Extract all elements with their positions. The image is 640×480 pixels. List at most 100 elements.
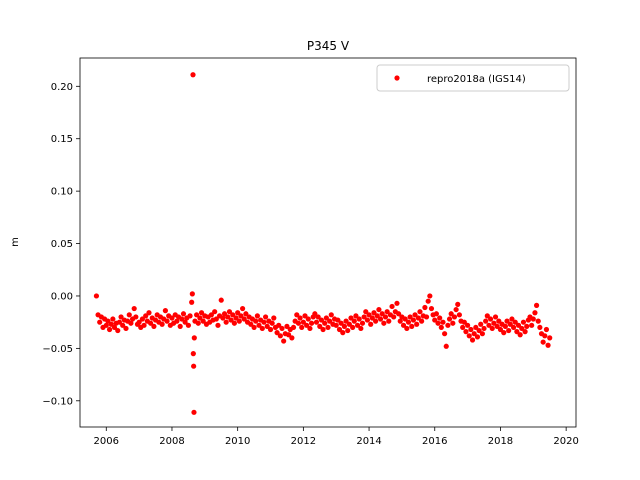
data-point xyxy=(361,314,367,320)
data-point xyxy=(340,330,346,336)
data-point xyxy=(139,316,146,322)
data-point xyxy=(348,315,354,321)
data-point xyxy=(274,330,280,336)
data-point xyxy=(394,300,400,306)
data-point xyxy=(307,325,313,332)
data-point xyxy=(359,320,366,326)
data-point xyxy=(496,318,502,324)
data-point xyxy=(289,335,295,341)
data-point xyxy=(197,315,203,321)
y-tick-label: −0.10 xyxy=(42,396,73,407)
data-point xyxy=(105,318,111,324)
data-point xyxy=(327,318,333,324)
data-point xyxy=(476,327,482,334)
data-point xyxy=(159,321,165,327)
data-point xyxy=(187,313,193,319)
data-point xyxy=(450,320,456,326)
data-point xyxy=(231,320,237,326)
data-point xyxy=(414,321,420,327)
data-point xyxy=(221,311,228,317)
data-point xyxy=(468,326,474,333)
data-point xyxy=(338,320,344,326)
data-point xyxy=(437,315,443,321)
data-point xyxy=(484,313,490,319)
y-tick-label: 0.00 xyxy=(51,291,73,302)
data-point xyxy=(494,323,500,329)
data-point xyxy=(143,313,149,319)
data-point xyxy=(198,310,205,316)
data-point xyxy=(351,318,357,324)
data-point xyxy=(128,320,134,326)
y-tick-label: 0.05 xyxy=(51,239,73,250)
data-point xyxy=(116,319,123,325)
data-point xyxy=(366,312,372,318)
data-point xyxy=(389,303,395,310)
data-point xyxy=(261,319,267,325)
data-point xyxy=(396,311,402,317)
data-point xyxy=(290,324,297,331)
data-point xyxy=(369,315,375,321)
data-point xyxy=(373,318,379,324)
data-point xyxy=(267,326,274,333)
data-point xyxy=(313,319,320,325)
data-point xyxy=(535,318,541,324)
data-point xyxy=(212,309,218,315)
y-tick-label: 0.15 xyxy=(51,134,73,145)
data-point xyxy=(213,316,219,322)
data-point xyxy=(243,311,249,317)
data-point xyxy=(522,329,528,335)
data-point xyxy=(427,293,433,299)
data-point xyxy=(322,320,328,326)
data-point xyxy=(524,323,530,329)
data-point xyxy=(384,309,390,315)
data-point xyxy=(442,331,448,337)
data-point xyxy=(460,324,466,331)
y-tick-label: −0.05 xyxy=(42,344,73,355)
data-point xyxy=(506,327,512,334)
data-point xyxy=(402,316,408,322)
data-point xyxy=(509,316,515,322)
plot-area xyxy=(93,72,553,415)
data-point xyxy=(191,363,197,369)
data-point xyxy=(195,320,201,326)
data-point xyxy=(371,310,377,316)
legend-label: repro2018a (IGS14) xyxy=(427,74,526,85)
data-point xyxy=(377,316,384,322)
data-point xyxy=(533,302,540,308)
data-point xyxy=(463,329,469,335)
x-tick-label: 2012 xyxy=(291,436,316,447)
data-point xyxy=(335,317,341,323)
data-point xyxy=(123,325,129,332)
data-point xyxy=(353,313,359,319)
data-point xyxy=(432,317,438,323)
data-point xyxy=(318,317,325,323)
data-point xyxy=(400,322,407,328)
data-point xyxy=(481,325,487,332)
data-point xyxy=(110,316,116,322)
legend-box xyxy=(376,64,570,92)
data-point xyxy=(333,322,339,328)
data-point xyxy=(512,319,518,325)
data-point xyxy=(276,322,282,328)
data-point xyxy=(345,327,351,334)
data-point xyxy=(323,315,329,321)
data-point xyxy=(133,314,139,320)
data-point xyxy=(240,305,246,312)
data-point xyxy=(295,320,302,326)
data-point xyxy=(443,343,449,349)
data-point xyxy=(177,323,183,329)
data-point xyxy=(478,321,484,327)
data-point xyxy=(448,311,454,317)
data-point xyxy=(386,318,392,324)
data-point xyxy=(194,312,200,318)
data-point xyxy=(108,321,114,327)
data-point xyxy=(225,314,231,320)
data-point xyxy=(471,331,477,337)
data-point xyxy=(423,314,430,320)
data-point xyxy=(253,318,259,324)
y-axis: −0.10 −0.05 0.00 0.05 0.10 0.15 0.20 xyxy=(42,82,80,407)
x-tick-label: 2006 xyxy=(94,436,119,447)
data-point xyxy=(435,320,441,326)
data-point xyxy=(185,322,191,328)
x-tick-label: 2020 xyxy=(553,436,578,447)
